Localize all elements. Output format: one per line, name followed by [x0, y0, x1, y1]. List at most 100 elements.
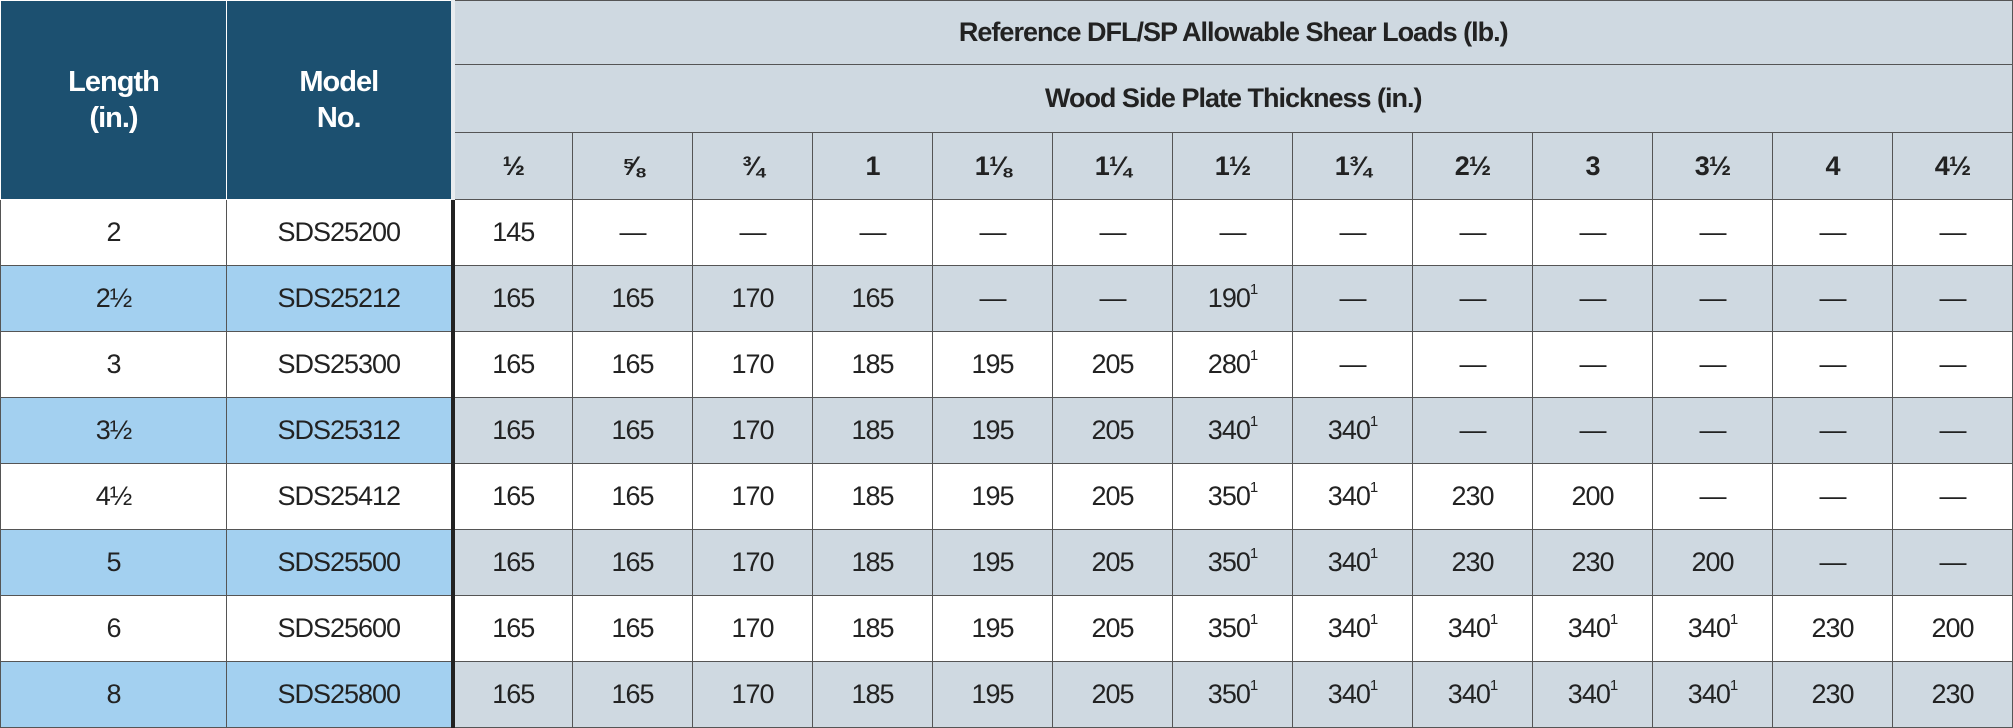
- load-value: 350: [1207, 481, 1251, 511]
- load-value: 165: [492, 349, 535, 379]
- load-cell: 230: [1772, 661, 1893, 728]
- load-cell: 3501: [1172, 661, 1293, 728]
- model-cell: SDS25300: [226, 331, 453, 398]
- load-cell: 165: [450, 463, 573, 530]
- footnote-marker: 1: [1729, 611, 1738, 628]
- load-cell: —: [932, 199, 1053, 266]
- load-value: —: [1219, 217, 1247, 247]
- length-header-line1: Length: [68, 66, 160, 98]
- load-value: 185: [851, 679, 894, 709]
- load-cell: 3401: [1412, 595, 1533, 662]
- load-cell: 170: [692, 661, 813, 728]
- load-value: 165: [611, 481, 654, 511]
- model-cell: SDS25800: [226, 661, 453, 728]
- load-cell: 165: [572, 529, 693, 596]
- load-cell: 170: [692, 529, 813, 596]
- length-cell: 3: [0, 331, 227, 398]
- length-cell: 4½: [0, 463, 227, 530]
- load-value: 185: [851, 613, 894, 643]
- load-cell: 170: [692, 463, 813, 530]
- load-cell: —: [1652, 463, 1773, 530]
- load-cell: —: [812, 199, 933, 266]
- load-value: 340: [1567, 679, 1611, 709]
- load-value: 340: [1447, 613, 1491, 643]
- load-cell: —: [1772, 265, 1893, 332]
- load-value: 340: [1207, 415, 1251, 445]
- table-row: 4½ SDS25412 165 165 170 185 195 205 3501 3401 230 2…: [0, 463, 2013, 530]
- load-value: 350: [1207, 613, 1251, 643]
- load-value: 170: [731, 283, 774, 313]
- length-cell: 3½: [0, 397, 227, 464]
- load-cell: 165: [450, 265, 573, 332]
- model-cell: SDS25600: [226, 595, 453, 662]
- length-header-line2: (in.): [89, 102, 138, 134]
- load-cell: —: [1772, 331, 1893, 398]
- model-header-line1: Model: [299, 66, 379, 98]
- load-cell: —: [1652, 397, 1773, 464]
- load-value: 205: [1091, 349, 1134, 379]
- load-cell: 165: [450, 397, 573, 464]
- load-cell: —: [1892, 397, 2013, 464]
- load-value: —: [1819, 217, 1847, 247]
- load-cell: —: [1532, 265, 1653, 332]
- load-cell: 165: [450, 661, 573, 728]
- load-value: 195: [971, 481, 1014, 511]
- load-cell: 205: [1052, 529, 1173, 596]
- load-cell: 200: [1652, 529, 1773, 596]
- load-value: —: [739, 217, 767, 247]
- load-value: 195: [971, 547, 1014, 577]
- thickness-column-header: ¾: [692, 132, 813, 200]
- load-cell: —: [1412, 397, 1533, 464]
- load-value: 185: [851, 481, 894, 511]
- load-value: 165: [851, 283, 894, 313]
- footnote-marker: 1: [1249, 545, 1258, 562]
- load-cell: —: [1772, 397, 1893, 464]
- footnote-marker: 1: [1249, 281, 1258, 298]
- group-title: Reference DFL/SP Allowable Shear Loads (…: [450, 0, 2013, 65]
- load-value: 230: [1571, 547, 1614, 577]
- load-cell: 165: [450, 529, 573, 596]
- length-cell: 2½: [0, 265, 227, 332]
- load-value: 170: [731, 679, 774, 709]
- load-cell: 195: [932, 397, 1053, 464]
- load-cell: 3401: [1292, 595, 1413, 662]
- load-value: 340: [1327, 481, 1371, 511]
- model-cell: SDS25412: [226, 463, 453, 530]
- load-cell: 165: [450, 331, 573, 398]
- load-cell: —: [1652, 199, 1773, 266]
- load-value: 195: [971, 349, 1014, 379]
- load-cell: 205: [1052, 331, 1173, 398]
- load-cell: 3401: [1532, 661, 1653, 728]
- load-cell: 230: [1412, 463, 1533, 530]
- model-header: Model No.: [226, 0, 453, 200]
- length-cell: 6: [0, 595, 227, 662]
- load-value: —: [1819, 481, 1847, 511]
- load-value: 340: [1687, 613, 1731, 643]
- load-value: 165: [492, 679, 535, 709]
- load-cell: —: [1412, 199, 1533, 266]
- table-row: 8 SDS25800 165 165 170 185 195 205 3501 3401 3401 3…: [0, 661, 2013, 728]
- load-cell: —: [1532, 199, 1653, 266]
- model-cell: SDS25500: [226, 529, 453, 596]
- model-cell: SDS25200: [226, 199, 453, 266]
- footnote-marker: 1: [1369, 479, 1378, 496]
- load-cell: 3401: [1532, 595, 1653, 662]
- thickness-column-header: ⅝: [572, 132, 693, 200]
- load-value: 200: [1931, 613, 1974, 643]
- load-value: 170: [731, 349, 774, 379]
- load-value: 165: [492, 283, 535, 313]
- load-value: —: [1459, 283, 1487, 313]
- load-value: 200: [1571, 481, 1614, 511]
- load-cell: 165: [572, 331, 693, 398]
- load-value: —: [1819, 349, 1847, 379]
- footnote-marker: 1: [1609, 611, 1618, 628]
- load-cell: 185: [812, 331, 933, 398]
- load-value: 205: [1091, 613, 1134, 643]
- load-cell: 205: [1052, 595, 1173, 662]
- load-value: 195: [971, 679, 1014, 709]
- load-value: 230: [1931, 679, 1974, 709]
- load-cell: —: [1652, 331, 1773, 398]
- load-cell: 165: [572, 397, 693, 464]
- footnote-marker: 1: [1249, 479, 1258, 496]
- load-cell: 230: [1532, 529, 1653, 596]
